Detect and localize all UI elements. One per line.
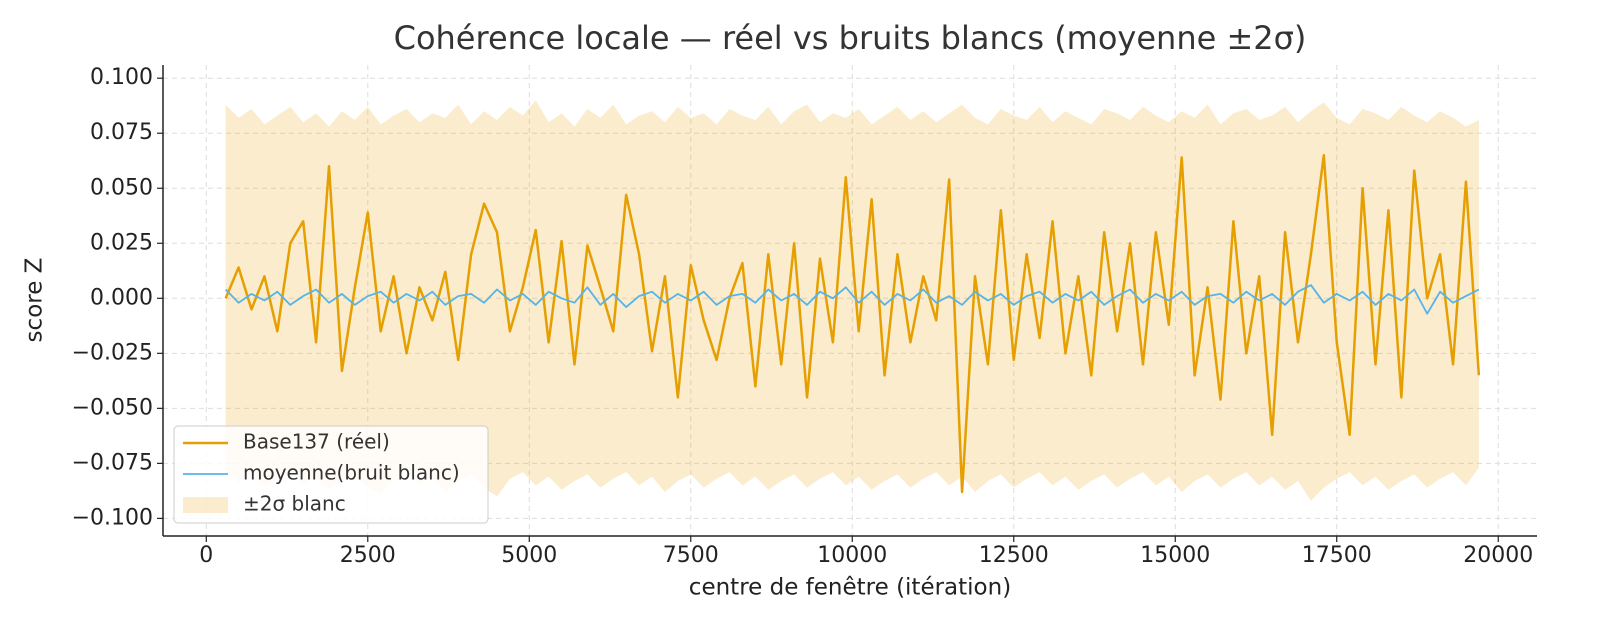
legend-label: Base137 (réel) [243,430,390,454]
legend-label: moyenne(bruit blanc) [243,461,460,485]
x-tick-label: 15000 [1140,543,1210,568]
data-line [225,284,1480,315]
x-tick-label: 20000 [1463,543,1533,568]
y-axis-label: score Z [22,258,48,343]
x-tick-label: 2500 [340,543,396,568]
x-tick-label: 0 [199,543,213,568]
chart-title: Cohérence locale — réel vs bruits blancs… [394,19,1307,57]
legend-box [173,425,489,524]
data-line [224,153,1481,494]
plot-area [224,100,1481,501]
x-axis-label: centre de fenêtre (itération) [689,575,1011,601]
legend-label: ±2σ blanc [243,492,346,516]
y-tick-label: −0.050 [72,395,153,420]
y-tick-label: 0.000 [90,285,153,310]
confidence-band [225,100,1479,501]
y-tick-label: 0.100 [90,65,153,90]
x-tick-label: 17500 [1302,543,1372,568]
y-tick-label: 0.050 [90,175,153,200]
legend-swatch [183,497,228,513]
y-tick-label: 0.025 [90,230,153,255]
x-tick-label: 12500 [979,543,1049,568]
y-tick-label: −0.025 [72,340,153,365]
x-tick-label: 5000 [501,543,557,568]
x-tick-label: 10000 [817,543,887,568]
y-tick-label: −0.100 [72,505,153,530]
y-tick-label: 0.075 [90,120,153,145]
x-tick-label: 7500 [663,543,719,568]
y-tick-label: −0.075 [72,450,153,475]
